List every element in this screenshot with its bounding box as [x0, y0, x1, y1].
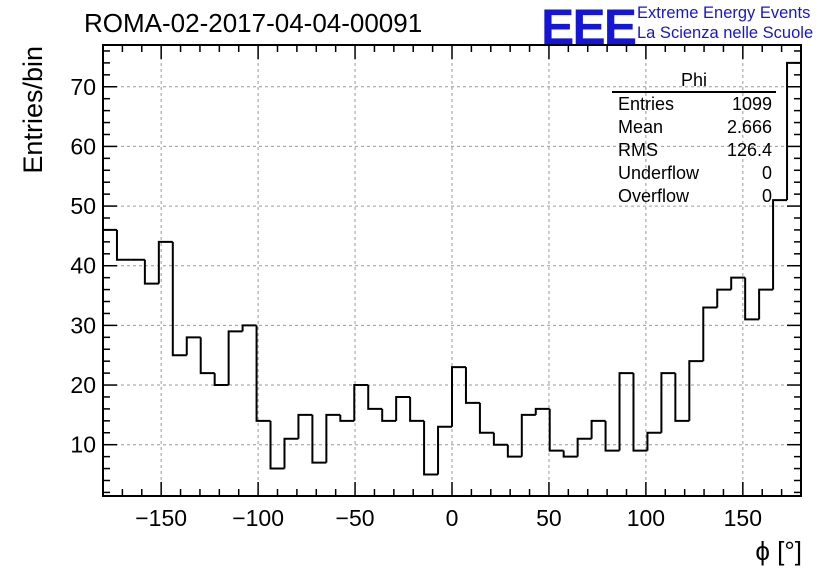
histogram-bin: [478, 402, 494, 434]
histogram-bin: [325, 413, 341, 463]
stats-underflow-label: Underflow: [618, 163, 700, 183]
histogram-bin: [562, 450, 578, 458]
x-axis-label: ϕ [°]: [755, 536, 802, 566]
histogram-bin: [115, 229, 131, 261]
histogram-bin: [506, 444, 522, 458]
histogram-bin: [618, 372, 634, 451]
histogram-bin: [786, 61, 802, 496]
stats-title: Phi: [612, 70, 776, 93]
histogram-bin: [227, 330, 243, 386]
histogram-bin: [492, 432, 508, 446]
x-tick-label: −50: [336, 505, 375, 531]
stats-row-entries: Entries 1099: [612, 93, 776, 116]
stats-row-rms: RMS 126.4: [612, 139, 776, 162]
y-tick-label: 70: [70, 74, 96, 100]
statistics-box: Phi Entries 1099 Mean 2.666 RMS 126.4 Un…: [612, 70, 776, 208]
stats-row-underflow: Underflow 0: [612, 162, 776, 185]
histogram-bin: [171, 241, 187, 357]
histogram-bin: [269, 420, 285, 470]
histogram-bin: [772, 199, 788, 290]
y-tick-label: 60: [70, 133, 96, 159]
histogram-bin: [451, 366, 466, 427]
stats-row-overflow: Overflow 0: [612, 185, 776, 208]
histogram-bin: [660, 372, 676, 433]
y-tick-label: 40: [70, 253, 96, 279]
histogram-bin: [464, 367, 480, 404]
histogram-bin: [353, 384, 369, 421]
y-tick-label: 20: [70, 372, 96, 398]
histogram-bin: [241, 324, 257, 332]
histogram-bin: [255, 325, 271, 422]
organization-name: Extreme Energy Events La Scienza nelle S…: [637, 3, 813, 43]
chart-title: ROMA-02-2017-04-04-00091: [84, 8, 423, 38]
stats-entries-label: Entries: [618, 94, 675, 114]
x-tick-label: 100: [627, 505, 665, 531]
histogram-bin: [213, 373, 229, 387]
ticks-layer: [103, 45, 802, 496]
histogram-bin: [409, 396, 425, 422]
stats-row-mean: Mean 2.666: [612, 116, 776, 139]
histogram-bin: [674, 373, 690, 422]
histogram-bin: [199, 337, 215, 375]
y-tick-label: 10: [70, 432, 96, 458]
histogram-bin: [744, 277, 760, 321]
histogram-bin: [646, 431, 662, 451]
stats-rms-label: RMS: [618, 140, 658, 160]
histogram-bin: [311, 414, 327, 464]
y-tick-label: 50: [70, 193, 96, 219]
histogram-bin: [283, 437, 299, 469]
x-tick-label: 150: [724, 505, 762, 531]
stats-rms-value: 126.4: [726, 140, 772, 160]
organization-line-2: La Scienza nelle Scuole: [637, 24, 814, 42]
histogram-bin: [520, 413, 536, 457]
histogram-bin: [590, 419, 606, 439]
histogram-bin: [339, 414, 355, 422]
stats-overflow-value: 0: [761, 186, 772, 206]
x-tick-label: −100: [232, 505, 284, 531]
histogram-bin: [157, 240, 173, 284]
x-tick-label: −150: [135, 505, 187, 531]
stats-entries-value: 1099: [731, 94, 772, 114]
tick-labels-layer: −150 −100 −50 0 50 100 150 10 20 30 40 50 60 70: [70, 74, 762, 531]
y-tick-label: 30: [70, 312, 96, 338]
histogram-bin: [437, 425, 452, 475]
stats-mean-value: 2.666: [726, 117, 772, 137]
x-tick-label: 50: [536, 505, 562, 531]
histogram-bin: [423, 420, 439, 476]
histogram-bin: [702, 306, 718, 362]
histogram-bin: [367, 385, 383, 410]
histogram-bin: [632, 373, 648, 452]
histogram-bin: [576, 437, 592, 457]
histogram-bin: [534, 407, 550, 415]
histogram-bin: [688, 360, 704, 421]
histogram-bin: [730, 276, 746, 290]
plot-frame: [102, 44, 802, 497]
histogram-bin: [395, 395, 411, 421]
stats-mean-label: Mean: [618, 117, 664, 137]
histogram-bin: [381, 408, 397, 422]
histogram-bin: [297, 413, 313, 439]
histogram-bin: [185, 336, 201, 356]
histogram-bin: [143, 259, 159, 285]
y-axis-label: Entries/bin: [18, 46, 48, 174]
histogram-bin: [758, 288, 774, 320]
histogram-bin: [548, 408, 564, 452]
histogram-bin: [716, 288, 732, 308]
stats-underflow-value: 0: [761, 163, 772, 183]
x-tick-label: 0: [446, 505, 459, 531]
organization-line-1: Extreme Energy Events: [637, 4, 811, 22]
histogram-bin: [604, 420, 620, 452]
stats-overflow-label: Overflow: [618, 186, 690, 206]
